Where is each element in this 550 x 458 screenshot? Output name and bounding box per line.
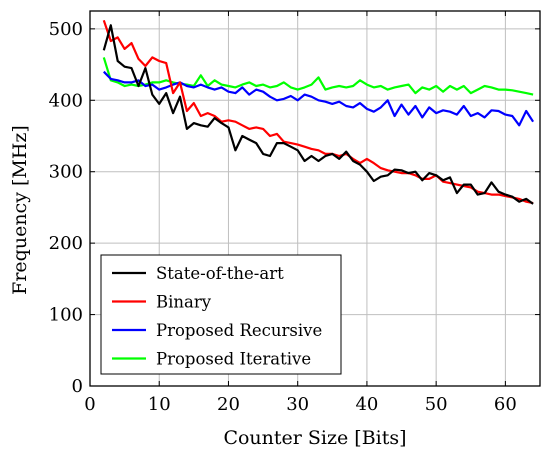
grid-lines [89, 11, 540, 387]
y-axis-label: Frequency [MHz] [9, 125, 31, 295]
y-tick-label: 500 [49, 19, 83, 40]
legend-label-state-of-the-art: State-of-the-art [156, 264, 284, 283]
legend-label-proposed-iterative: Proposed Iterative [156, 350, 311, 369]
x-axis-label: Counter Size [Bits] [223, 427, 406, 449]
legend: State-of-the-art Binary Proposed Recursive… [100, 254, 342, 375]
legend-box [100, 254, 342, 375]
x-tick-label: 20 [217, 394, 240, 415]
series-line-binary [102, 19, 534, 205]
axis-ticks: 0 10 20 30 40 50 60 0 100 200 300 400 500 [49, 11, 540, 415]
x-tick-label: 10 [148, 394, 171, 415]
x-tick-label: 0 [84, 394, 95, 415]
plot-series [102, 19, 535, 205]
x-tick-label: 60 [494, 394, 517, 415]
y-tick-label: 300 [49, 162, 83, 183]
x-tick-label: 30 [286, 394, 309, 415]
y-tick-label: 200 [49, 233, 83, 254]
y-tick-label: 100 [49, 305, 83, 326]
plot-frame [89, 10, 541, 387]
y-tick-label: 0 [72, 376, 83, 397]
legend-label-proposed-recursive: Proposed Recursive [156, 321, 322, 340]
x-tick-label: 40 [355, 394, 378, 415]
x-tick-label: 50 [425, 394, 448, 415]
series-line-proposed-recursive [103, 70, 535, 127]
legend-label-binary: Binary [156, 293, 212, 312]
y-tick-label: 400 [49, 90, 83, 111]
series-line-state-of-the-art [102, 24, 534, 205]
